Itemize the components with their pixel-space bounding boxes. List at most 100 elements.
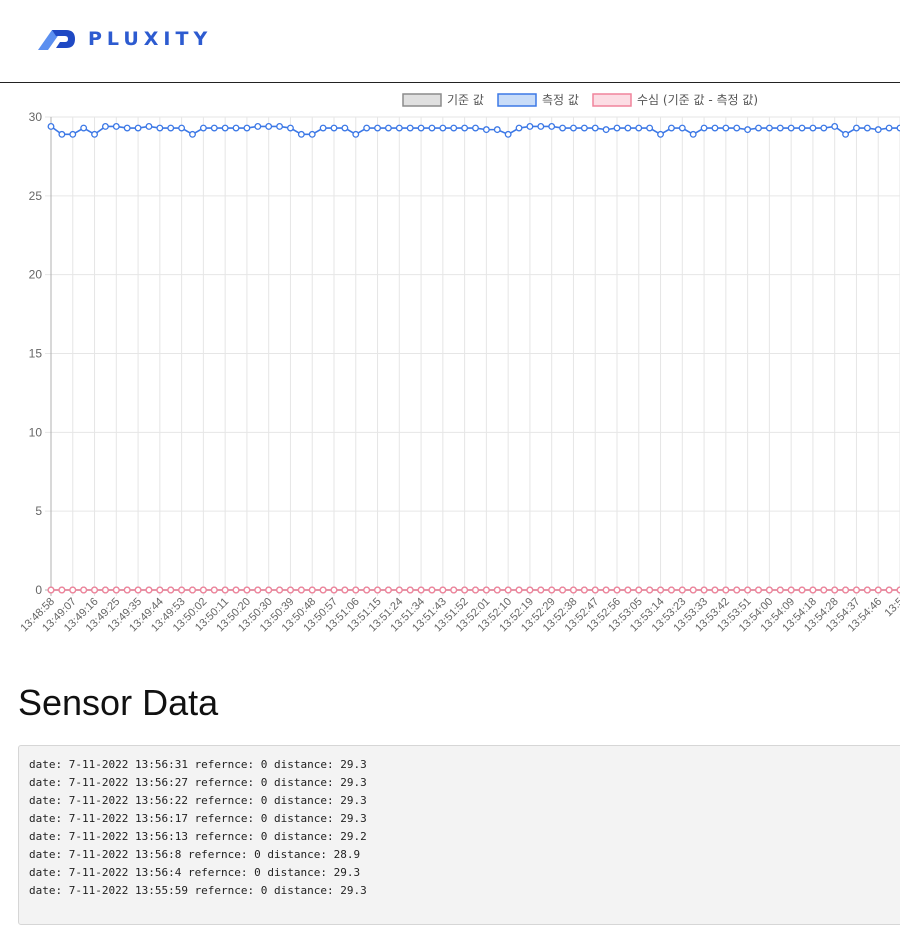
pluxity-logo-icon	[38, 30, 75, 50]
series-2-point	[613, 586, 621, 594]
series-1-point	[101, 123, 109, 130]
series-2-point	[874, 586, 882, 594]
series-2-point	[559, 586, 567, 594]
sensor-log-line: date: 7-11-2022 13:56:13 refernce: 0 dis…	[29, 830, 367, 843]
series-2-point	[189, 586, 196, 594]
series-1-point	[406, 124, 414, 132]
series-1-point	[308, 130, 316, 138]
sensor-log-line: date: 7-11-2022 13:56:31 refernce: 0 dis…	[29, 758, 367, 771]
series-2-point	[482, 586, 490, 594]
series-2-point	[210, 586, 218, 594]
series-2-point	[276, 586, 284, 594]
sensor-log-line: date: 7-11-2022 13:56:27 refernce: 0 dis…	[29, 776, 367, 789]
sensor-log-line: date: 7-11-2022 13:56:22 refernce: 0 dis…	[29, 794, 367, 807]
series-2-point	[722, 586, 730, 594]
series-2-point	[700, 586, 708, 594]
series-1-point	[570, 124, 577, 132]
series-2-point	[395, 586, 403, 594]
series-2-point	[493, 586, 501, 594]
series-2-point	[374, 586, 381, 594]
series-2-point	[91, 586, 98, 594]
series-2-point	[755, 586, 762, 594]
series-2-point	[809, 586, 817, 594]
x-tick-label: 13:5	[882, 596, 900, 620]
legend-swatch	[497, 93, 537, 107]
series-2-point	[80, 586, 88, 594]
legend-swatch	[402, 93, 442, 107]
series-2-point	[341, 586, 349, 594]
series-1-point	[145, 123, 153, 130]
series-1-point	[635, 124, 643, 132]
series-1-point	[700, 124, 708, 132]
series-1-point	[678, 124, 686, 132]
series-1-point	[798, 124, 806, 132]
series-2-point	[831, 586, 839, 594]
series-2-point	[548, 586, 556, 594]
series-1-point	[765, 124, 773, 132]
pluxity-logo[interactable]: PLUXITY	[38, 26, 212, 52]
series-1-point	[384, 124, 392, 132]
series-2-point	[134, 586, 142, 594]
series-1-point	[134, 124, 142, 132]
series-2-point	[504, 586, 512, 594]
series-1-point	[776, 124, 784, 132]
series-1-point	[352, 130, 360, 138]
series-1-point	[646, 124, 654, 132]
series-1-point	[91, 130, 98, 138]
series-1-point	[58, 130, 66, 138]
series-1-point	[831, 123, 839, 130]
series-2-point	[570, 586, 577, 594]
series-2-point	[526, 586, 534, 594]
series-2-point	[199, 586, 207, 594]
series-2-point	[635, 586, 643, 594]
series-1-point	[493, 126, 501, 134]
series-2-point	[265, 586, 273, 594]
sensor-log-box[interactable]: date: 7-11-2022 13:56:31 refernce: 0 dis…	[18, 745, 900, 925]
series-2-point	[591, 586, 599, 594]
series-2-point	[167, 586, 175, 594]
series-1-point	[221, 124, 229, 132]
sensor-log-line: date: 7-11-2022 13:56:4 refernce: 0 dist…	[29, 866, 361, 879]
series-2-point	[678, 586, 686, 594]
series-2-point	[58, 586, 66, 594]
y-tick-label: 25	[29, 189, 43, 203]
series-1-point	[287, 124, 294, 132]
series-1-point	[199, 124, 207, 132]
series-1-point	[874, 126, 882, 134]
y-tick-label: 30	[29, 110, 43, 124]
logo-text: PLUXITY	[88, 28, 213, 50]
legend-label: 기준 값	[447, 93, 484, 107]
series-1-point	[787, 124, 795, 132]
series-2-point	[896, 586, 900, 594]
series-1-point	[330, 124, 338, 132]
series-1-point	[809, 124, 817, 132]
series-1-point	[341, 124, 349, 132]
series-1-point	[123, 124, 131, 132]
series-2-point	[798, 586, 806, 594]
series-2-point	[863, 586, 871, 594]
series-1-point	[276, 123, 284, 130]
series-2-point	[765, 586, 773, 594]
series-1-point	[363, 124, 371, 132]
sensor-log-line: date: 7-11-2022 13:56:17 refernce: 0 dis…	[29, 812, 367, 825]
series-1-point	[657, 130, 664, 138]
series-1-point	[80, 124, 88, 132]
series-1-point	[526, 123, 534, 130]
series-2-point	[537, 586, 545, 594]
series-2-point	[308, 586, 316, 594]
series-1-point	[178, 124, 186, 132]
series-1-point	[515, 124, 523, 132]
series-1-point	[863, 124, 871, 132]
series-1-point	[69, 130, 77, 138]
series-1-point	[374, 124, 381, 132]
series-2-point	[178, 586, 186, 594]
series-2-point	[330, 586, 338, 594]
sensor-data-heading: Sensor Data	[18, 682, 219, 723]
series-1-point	[722, 124, 730, 132]
series-1-point	[896, 124, 900, 132]
series-1-point	[112, 123, 120, 130]
series-1-point	[613, 124, 621, 132]
series-2-point	[406, 586, 414, 594]
series-1-point	[156, 124, 164, 132]
series-1-point	[482, 126, 490, 134]
